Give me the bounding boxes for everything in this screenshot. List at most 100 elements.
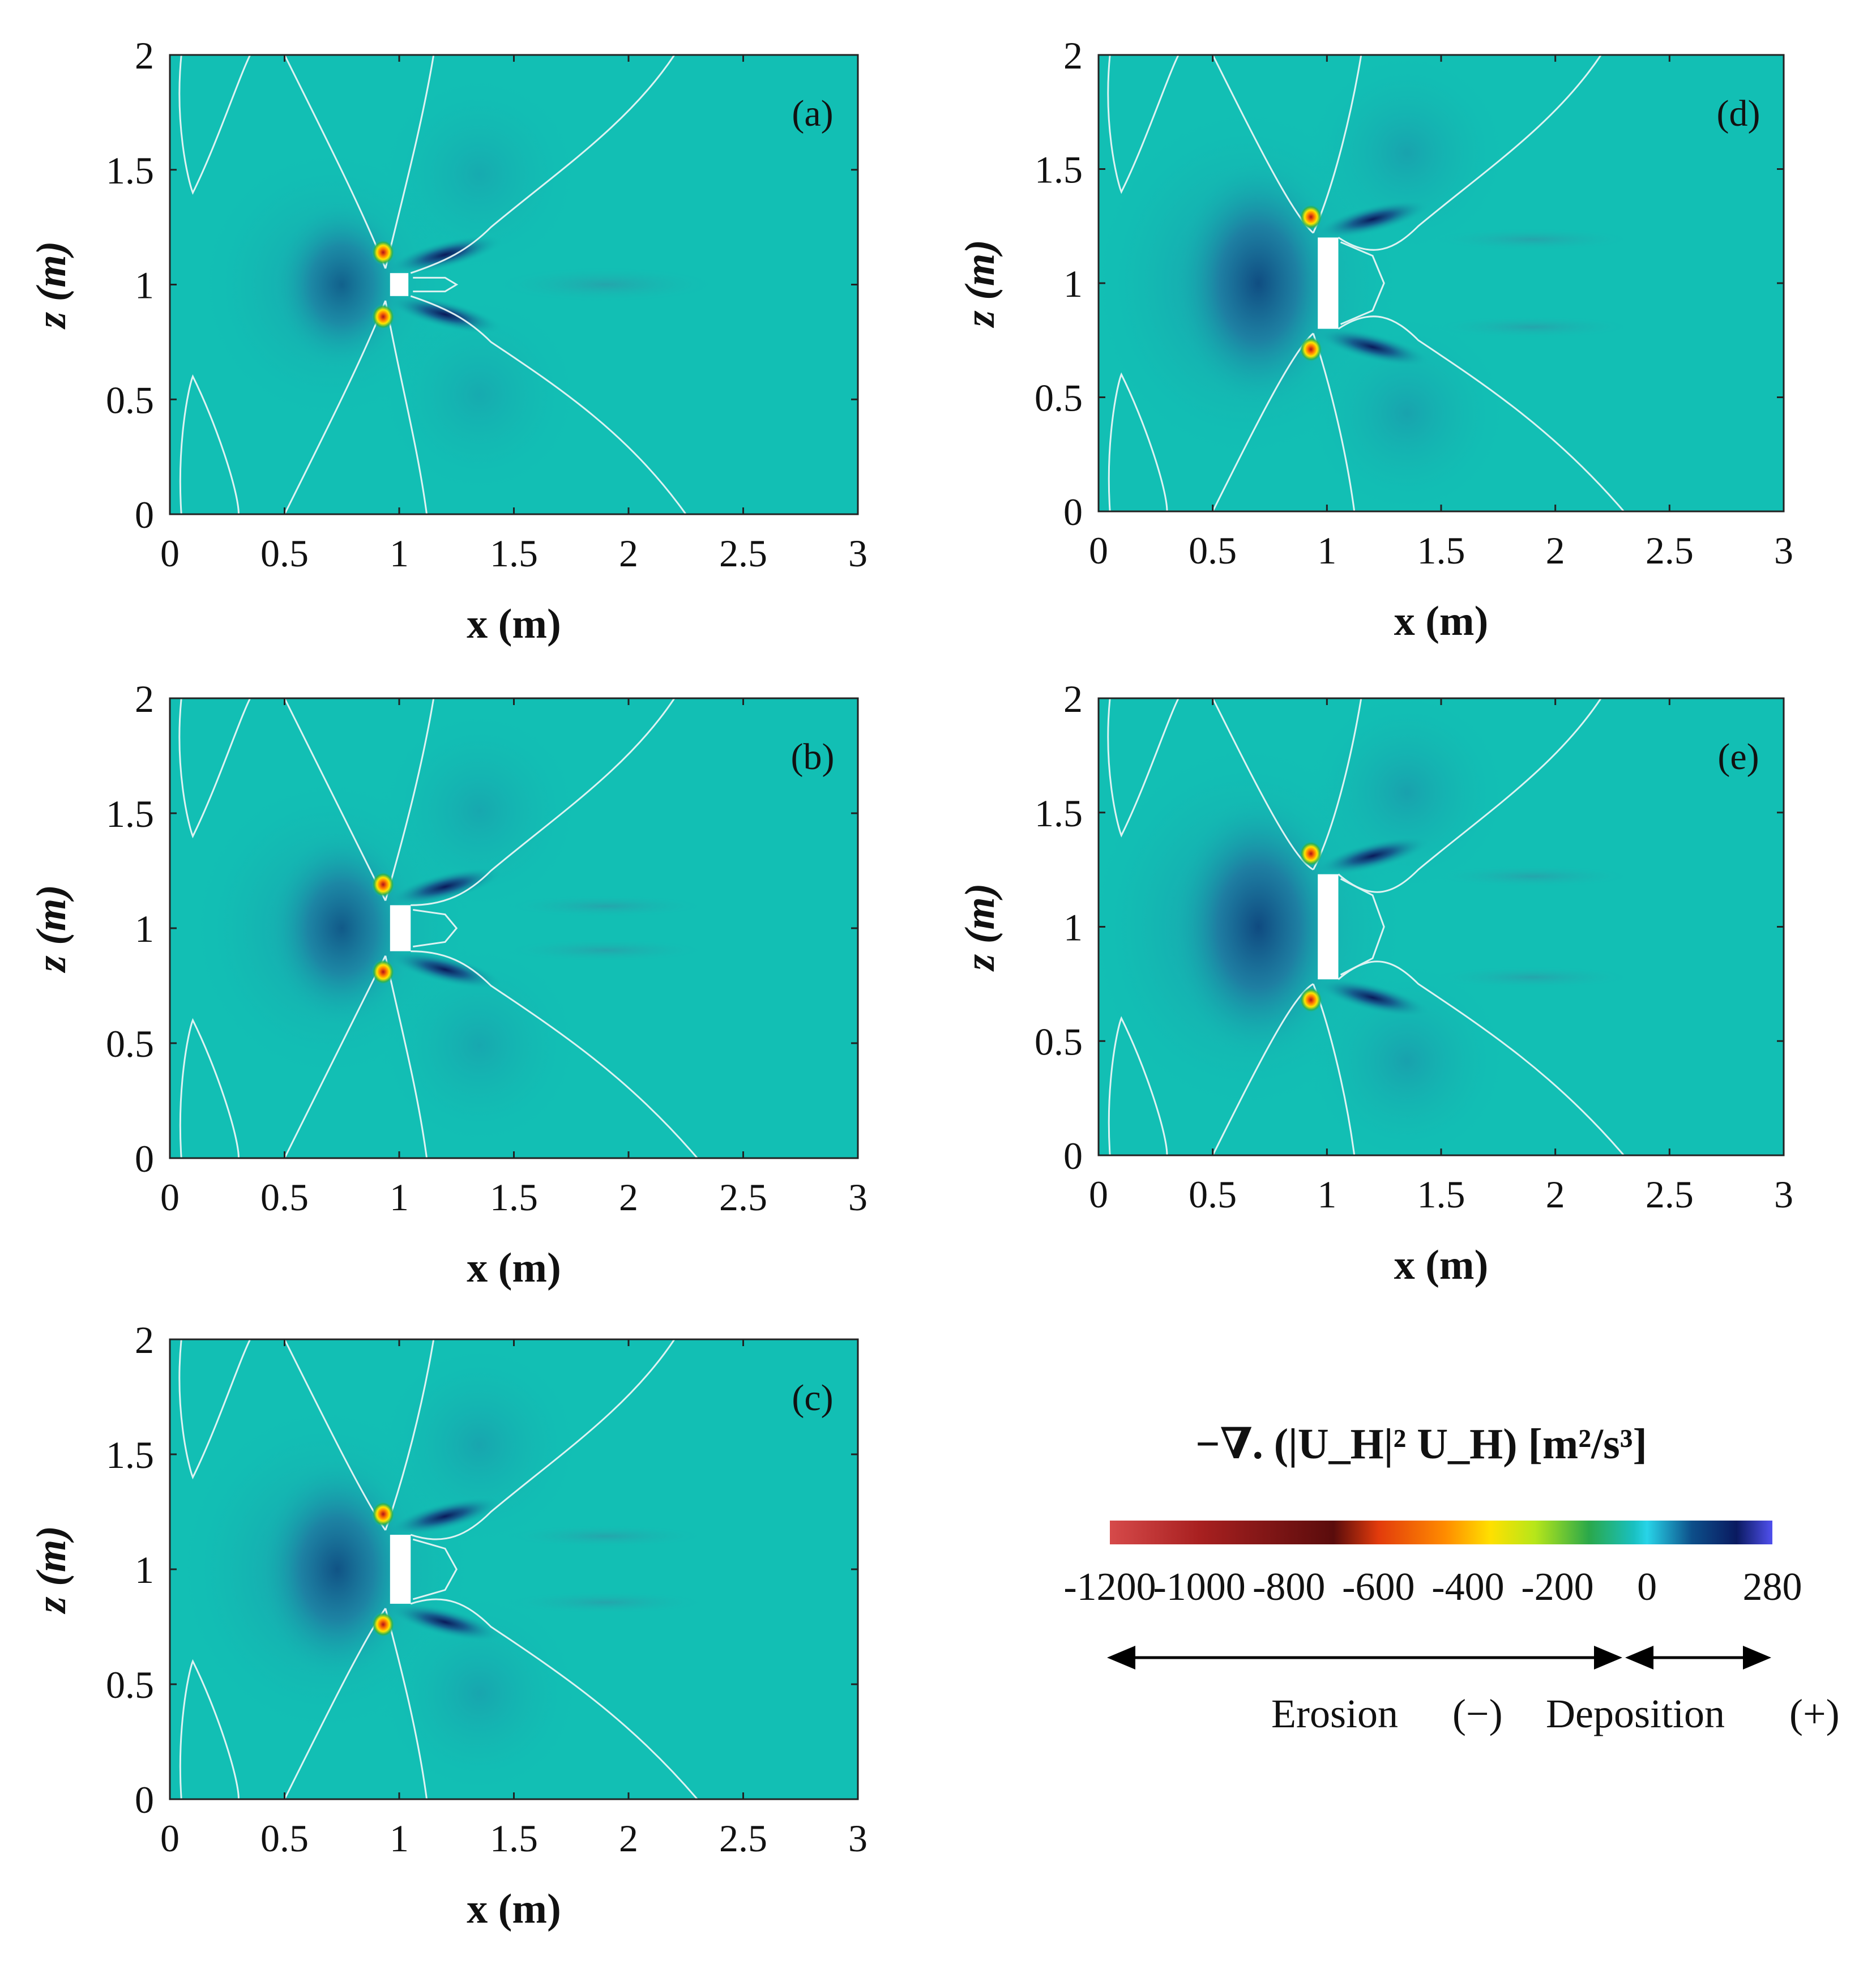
y-tick-label: 2 xyxy=(135,34,154,77)
contour-line xyxy=(1108,372,1168,511)
contour-line xyxy=(412,1538,458,1600)
x-axis-title: x (m) xyxy=(467,601,561,647)
y-tick-label: 1 xyxy=(135,1548,154,1591)
x-tick-label: 0 xyxy=(160,1817,180,1860)
y-tick-label: 0 xyxy=(135,1778,154,1821)
wake-band xyxy=(1429,315,1635,339)
field-layer xyxy=(178,698,709,1158)
x-tick-label: 1 xyxy=(1317,1173,1336,1216)
downstream-broad-lobe xyxy=(376,71,583,278)
downstream-broad-lobe xyxy=(376,291,583,498)
deposition-label: Deposition xyxy=(1546,1691,1725,1736)
y-tick-label: 2 xyxy=(135,677,154,720)
erosion-label: Erosion xyxy=(1271,1691,1398,1736)
y-tick-label: 1.5 xyxy=(106,149,154,192)
x-tick-label: 2.5 xyxy=(1646,529,1694,572)
contour-line xyxy=(178,1339,251,1480)
x-tick-label: 2 xyxy=(619,1176,638,1219)
field-layer xyxy=(176,1339,709,1799)
y-tick-label: 0.5 xyxy=(1035,1020,1083,1063)
y-tick-label: 0.5 xyxy=(106,378,154,421)
contour-line xyxy=(1337,960,1625,1155)
contour-line xyxy=(411,950,698,1158)
erosion-arrow xyxy=(1107,1646,1622,1670)
x-tick-label: 1.5 xyxy=(490,532,538,575)
contour-line xyxy=(384,955,428,1158)
field-layer xyxy=(178,55,720,514)
y-tick-label: 1.5 xyxy=(106,1433,154,1476)
panel-tag: (c) xyxy=(792,1377,833,1419)
contour-line xyxy=(179,1659,240,1799)
x-tick-label: 0.5 xyxy=(1189,529,1237,572)
colorbar-tick-label: -1200 xyxy=(1063,1565,1156,1609)
x-tick-label: 3 xyxy=(1774,529,1793,572)
deposition-sign: (+) xyxy=(1789,1691,1840,1736)
y-tick-label: 0 xyxy=(135,1137,154,1180)
erosion-hotspot xyxy=(1299,841,1323,866)
erosion-hotspot xyxy=(371,872,395,898)
erosion-hotspot xyxy=(1299,336,1323,362)
x-tick-label: 0 xyxy=(160,532,180,575)
erosion-hotspot xyxy=(371,240,395,266)
y-tick-label: 1 xyxy=(135,264,154,307)
panel-a: 0 0.5 1 1.5 2 2.5 3 0 0.5 1 1.5 2 x (m) z (m) (a) xyxy=(28,34,868,647)
obstacle-block xyxy=(390,1535,411,1604)
y-axis-title: z (m) xyxy=(957,240,1003,328)
x-axis-title: x (m) xyxy=(467,1886,561,1932)
panel-b: 0 0.5 1 1.5 2 2.5 3 0 0.5 1 1.5 2 x (m) z (m) (b) xyxy=(28,677,868,1291)
y-tick-label: 2 xyxy=(1063,677,1083,720)
obstacle-block xyxy=(1318,874,1339,980)
colorbar-title: −∇. (|U_H|² U_H) [m²/s³] xyxy=(1195,1420,1647,1468)
downstream-broad-lobe xyxy=(376,707,583,915)
x-axis-title: x (m) xyxy=(1394,1242,1488,1288)
x-tick-label: 0.5 xyxy=(260,1176,309,1219)
field-layer xyxy=(1099,698,1635,1155)
x-tick-label: 2.5 xyxy=(719,532,767,575)
field-layer xyxy=(1099,55,1635,511)
erosion-hotspot xyxy=(1299,987,1323,1013)
y-tick-label: 1.5 xyxy=(1035,792,1083,835)
deposition-arrow xyxy=(1625,1646,1771,1670)
downstream-broad-lobe xyxy=(376,1342,583,1549)
erosion-hotspot xyxy=(371,1612,395,1637)
x-tick-label: 0.5 xyxy=(260,1817,309,1860)
contour-line xyxy=(413,276,459,293)
y-tick-label: 0 xyxy=(1063,490,1083,533)
x-tick-label: 1.5 xyxy=(490,1817,538,1860)
contour-line xyxy=(179,374,240,514)
colorbar-tick-label: -400 xyxy=(1431,1565,1504,1609)
x-tick-label: 2 xyxy=(1546,529,1565,572)
y-axis-title: z (m) xyxy=(28,885,75,974)
x-tick-label: 1.5 xyxy=(490,1176,538,1219)
upstream-low-core xyxy=(272,197,412,372)
erosion-hotspot xyxy=(371,959,395,985)
x-tick-label: 3 xyxy=(1774,1173,1793,1216)
wake-band xyxy=(1429,865,1635,888)
contour-line xyxy=(384,698,435,901)
panel-tag: (a) xyxy=(792,93,833,134)
y-tick-label: 0 xyxy=(135,493,154,536)
x-tick-label: 1.5 xyxy=(1417,529,1465,572)
obstacle-block xyxy=(390,905,411,951)
x-tick-label: 2 xyxy=(619,532,638,575)
erosion-hotspot xyxy=(1299,204,1323,230)
panels: 0 0.5 1 1.5 2 2.5 3 0 0.5 1 1.5 2 x (m) z (m) (a) 0 0.5 1… xyxy=(28,34,1793,1932)
x-tick-label: 0 xyxy=(1089,529,1108,572)
contour-line xyxy=(410,55,676,274)
x-tick-label: 0 xyxy=(1089,1173,1108,1216)
x-tick-label: 0.5 xyxy=(1189,1173,1237,1216)
downstream-broad-lobe xyxy=(376,942,583,1149)
colorbar-tick-label: 280 xyxy=(1743,1565,1802,1609)
x-tick-label: 2.5 xyxy=(1646,1173,1694,1216)
panel-c: 0 0.5 1 1.5 2 2.5 3 0 0.5 1 1.5 2 x (m) z (m) (c) xyxy=(28,1318,868,1932)
corner-dark-streak xyxy=(387,1602,503,1642)
x-tick-label: 3 xyxy=(848,1176,868,1219)
downstream-broad-lobe xyxy=(1304,310,1510,511)
corner-dark-streak xyxy=(387,235,503,275)
x-tick-label: 0.5 xyxy=(260,532,309,575)
x-tick-label: 2.5 xyxy=(719,1176,767,1219)
x-tick-label: 1 xyxy=(390,1176,409,1219)
colorbar-tick-label: -200 xyxy=(1521,1565,1593,1609)
corner-dark-streak xyxy=(1315,199,1430,239)
